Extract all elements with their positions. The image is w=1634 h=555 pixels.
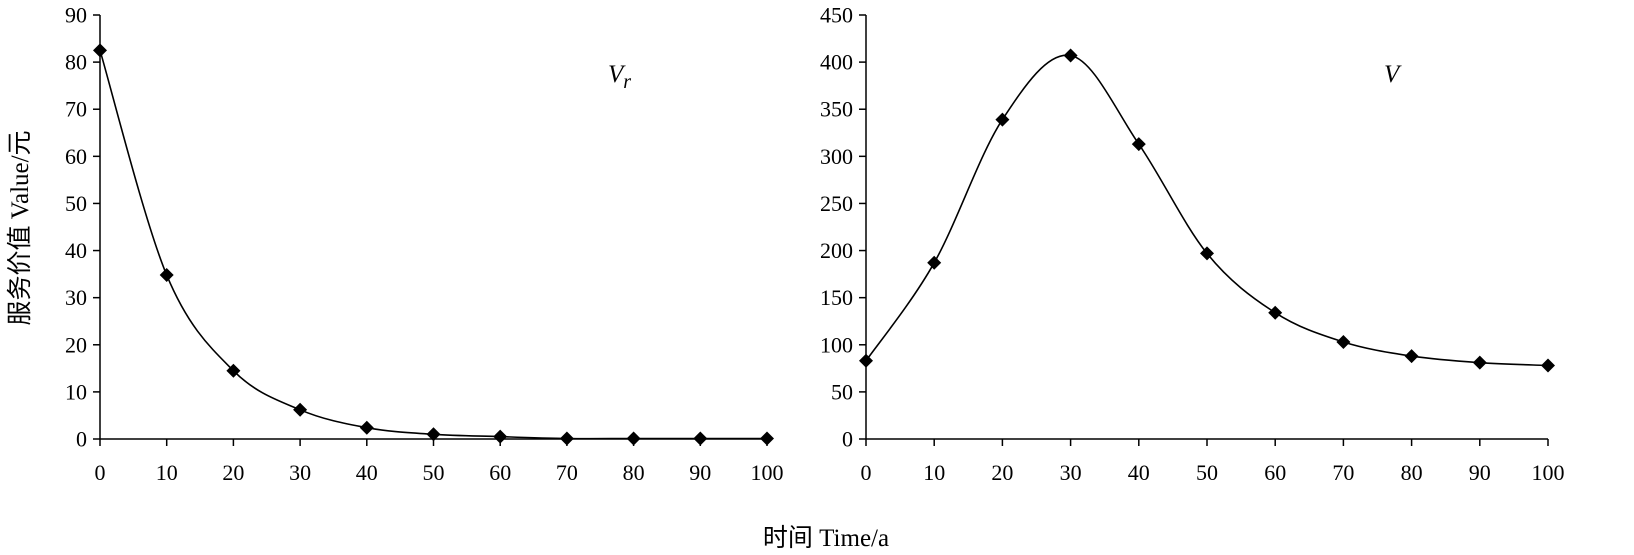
x-tick-label: 50 <box>1196 460 1218 485</box>
y-tick-label: 80 <box>65 50 87 75</box>
data-point <box>1472 355 1487 370</box>
x-tick-label: 40 <box>1128 460 1150 485</box>
x-tick-label: 40 <box>356 460 378 485</box>
series-line <box>865 54 1549 367</box>
x-tick-label: 50 <box>423 460 445 485</box>
x-axis-title: 时间 Time/a <box>763 524 889 552</box>
data-point <box>159 268 174 283</box>
y-tick-label: 150 <box>820 285 853 310</box>
x-tick-label: 100 <box>1532 460 1565 485</box>
x-tick-label: 10 <box>923 460 945 485</box>
chart-right-v: 0 50 100 150 200 250 300 350 400 450 0 10 20 30 40 50 60… <box>820 3 1565 486</box>
y-tick-label: 350 <box>820 97 853 122</box>
x-tick-label: 30 <box>289 460 311 485</box>
x-tick-label: 10 <box>156 460 178 485</box>
y-tick-label: 20 <box>65 332 87 357</box>
y-tick-label: 400 <box>820 50 853 75</box>
data-point <box>1268 305 1283 320</box>
x-tick-label: 70 <box>1332 460 1354 485</box>
y-tick-label: 300 <box>820 144 853 169</box>
y-tick-label: 30 <box>65 285 87 310</box>
data-point <box>1541 358 1555 373</box>
x-tick-label: 20 <box>222 460 244 485</box>
x-tick-label: 0 <box>861 460 872 485</box>
data-point <box>559 431 574 446</box>
y-tick-label: 10 <box>65 379 87 404</box>
data-point <box>760 431 774 446</box>
data-point <box>493 429 508 444</box>
data-point <box>927 255 942 270</box>
panel-label: Vr <box>608 61 631 93</box>
y-axis-title: 服务价值 Value/元 <box>6 130 34 325</box>
y-tick-label: 40 <box>65 238 87 263</box>
data-point <box>995 112 1010 127</box>
x-tick-label: 0 <box>95 460 106 485</box>
data-point <box>1063 48 1078 63</box>
data-point <box>226 363 241 378</box>
data-point <box>626 431 641 446</box>
data-point <box>426 427 441 442</box>
y-tick-label: 100 <box>820 332 853 357</box>
y-tick-label: 90 <box>65 3 87 28</box>
x-tick-label: 70 <box>556 460 578 485</box>
y-tick-label: 200 <box>820 238 853 263</box>
panel-label: V <box>1384 61 1402 88</box>
x-tick-label: 90 <box>1469 460 1491 485</box>
data-point <box>93 43 107 58</box>
y-tick-label: 250 <box>820 191 853 216</box>
data-point <box>1200 246 1214 261</box>
x-tick-label: 100 <box>751 460 784 485</box>
x-tick-label: 20 <box>991 460 1013 485</box>
data-point <box>859 353 873 368</box>
x-tick-label: 30 <box>1060 460 1082 485</box>
data-point <box>293 402 308 417</box>
data-point <box>1131 137 1146 152</box>
x-tick-label: 60 <box>489 460 511 485</box>
y-tick-label: 0 <box>76 427 87 452</box>
y-tick-label: 60 <box>65 144 87 169</box>
series-line <box>99 50 767 440</box>
y-tick-label: 70 <box>65 97 87 122</box>
x-tick-label: 80 <box>1401 460 1423 485</box>
data-point <box>1336 334 1351 349</box>
y-tick-label: 0 <box>842 427 853 452</box>
x-tick-label: 90 <box>689 460 711 485</box>
chart-left-vr: 0 10 20 30 40 50 60 70 80 90 0 10 20 30 40 50 60 70 80 90 10… <box>65 3 784 486</box>
y-tick-label: 50 <box>831 379 853 404</box>
x-tick-label: 80 <box>623 460 645 485</box>
x-tick-label: 60 <box>1264 460 1286 485</box>
y-tick-label: 450 <box>820 3 853 28</box>
data-point <box>1404 349 1419 364</box>
data-point <box>693 431 708 446</box>
y-tick-label: 50 <box>65 191 87 216</box>
data-point <box>359 420 374 435</box>
